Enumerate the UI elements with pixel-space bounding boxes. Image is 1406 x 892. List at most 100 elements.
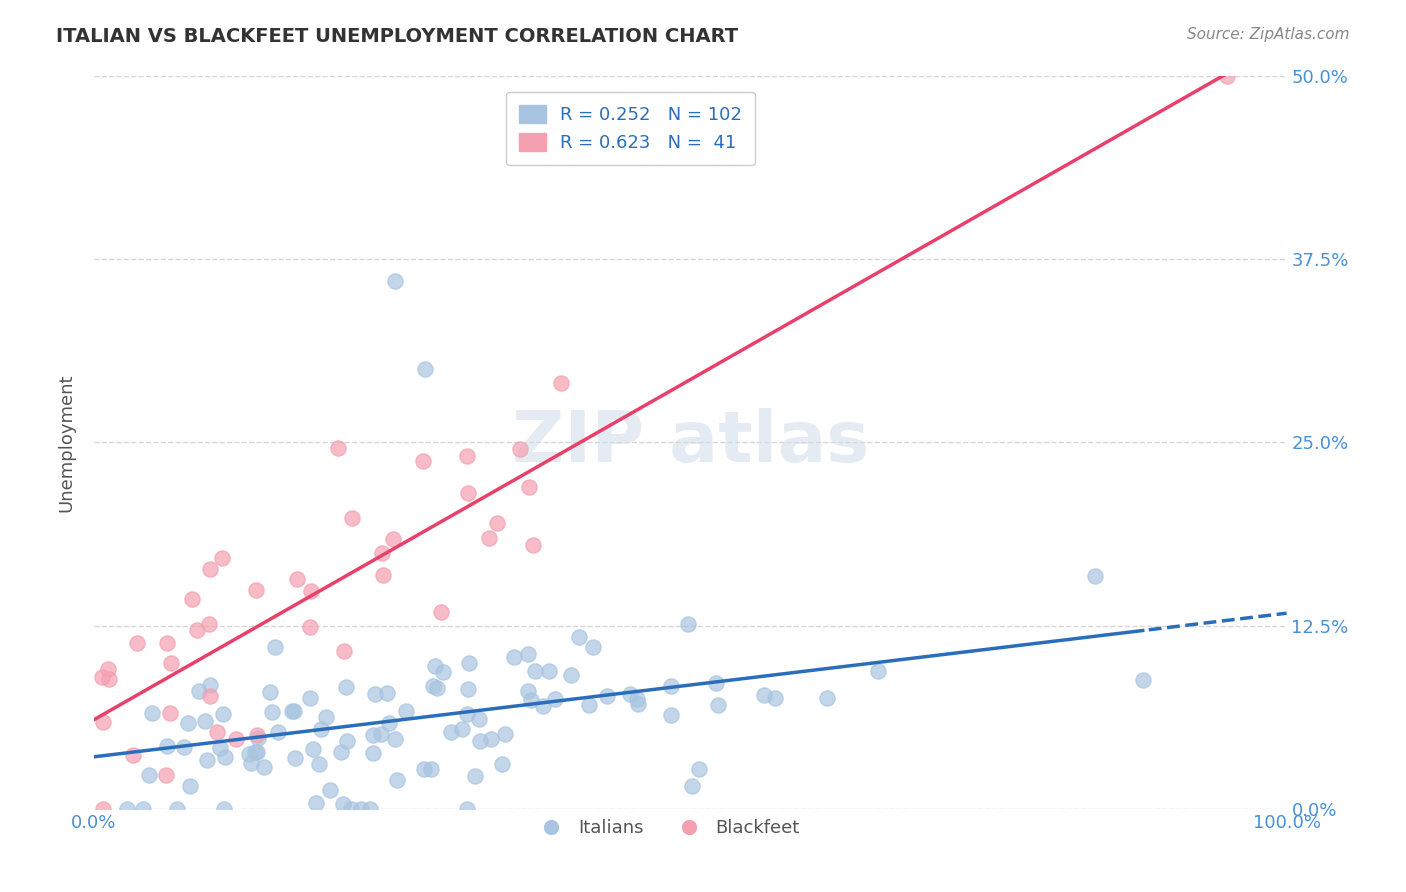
Point [503,649,526,664]
Point [246,728,269,742]
Point [464,769,486,783]
Point [238,747,260,762]
Point [155,739,177,753]
Point [177,715,200,730]
Point [342,511,364,525]
Point [330,746,353,760]
Point [467,713,489,727]
Point [458,656,481,670]
Point [155,767,177,781]
Point [198,616,221,631]
Point [524,664,547,678]
Point [179,779,201,793]
Point [395,704,418,718]
Point [299,620,322,634]
Point [450,722,472,736]
Point [509,442,531,456]
Point [280,704,302,718]
Point [361,728,384,742]
Point [287,573,309,587]
Point [517,647,540,661]
Point [335,681,357,695]
Point [412,453,434,467]
Point [707,698,730,713]
Point [212,802,235,816]
Point [422,679,444,693]
Point [214,750,236,764]
Point [243,745,266,759]
Point [198,678,221,692]
Point [200,562,222,576]
Point [212,706,235,721]
Point [91,670,114,684]
Point [491,757,513,772]
Point [457,485,479,500]
Point [627,697,650,711]
Point [264,640,287,654]
Point [754,688,776,702]
Point [676,617,699,632]
Point [253,760,276,774]
Point [478,532,501,546]
Point [626,692,648,706]
Point [349,802,371,816]
Point [211,551,233,566]
Point [91,714,114,729]
Point [659,707,682,722]
Point [688,762,710,776]
Point [384,732,406,747]
Point [384,274,406,288]
Point [194,714,217,729]
Point [520,693,543,707]
Point [195,753,218,767]
Point [180,592,202,607]
Point [704,675,727,690]
Point [333,644,356,658]
Point [361,746,384,760]
Point [537,664,560,678]
Point [308,757,330,772]
Point [485,516,508,531]
Point [160,656,183,670]
Point [336,733,359,747]
Point [91,802,114,816]
Point [138,768,160,782]
Point [457,681,479,696]
Point [456,802,478,816]
Point [456,707,478,722]
Point [371,546,394,560]
Point [284,750,307,764]
Point [425,658,447,673]
Point [301,741,323,756]
Point [246,731,269,746]
Point [456,449,478,463]
Point [429,605,451,619]
Point [283,705,305,719]
Point [378,715,401,730]
Point [364,688,387,702]
Point [259,684,281,698]
Point [550,376,572,390]
Point [96,662,118,676]
Point [470,733,492,747]
Text: ZIP atlas: ZIP atlas [512,408,869,477]
Point [619,687,641,701]
Point [763,690,786,705]
Point [173,740,195,755]
Point [240,756,263,770]
Point [1216,69,1239,83]
Point [246,745,269,759]
Point [132,802,155,816]
Point [426,681,449,695]
Point [208,740,231,755]
Point [382,532,405,546]
Point [309,723,332,737]
Point [315,710,337,724]
Point [187,684,209,698]
Point [359,802,381,816]
Point [200,689,222,703]
Point [205,725,228,739]
Point [582,640,605,654]
Point [141,706,163,720]
Point [420,762,443,776]
